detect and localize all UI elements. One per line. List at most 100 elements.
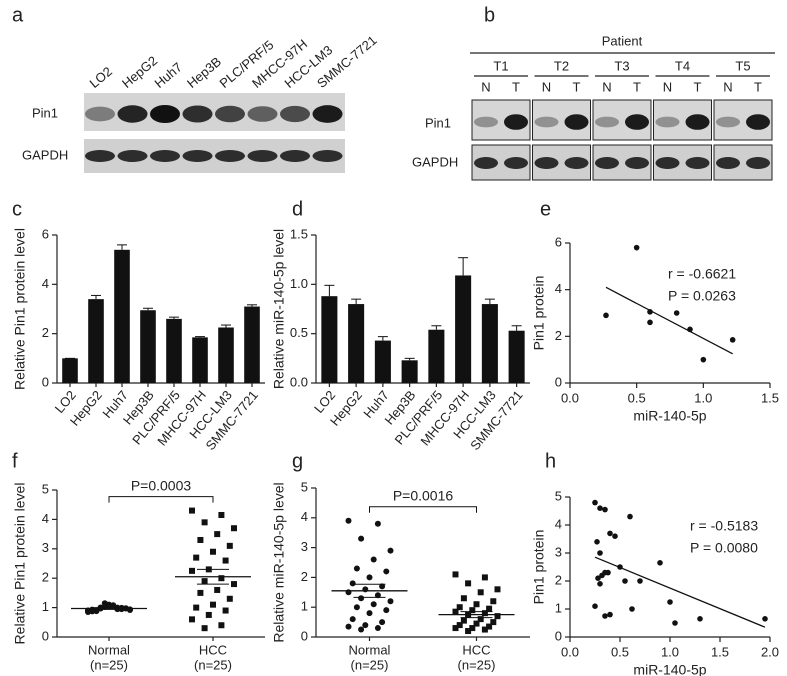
y-axis-label: Relative Pin1 protein level xyxy=(12,483,28,645)
blot-band xyxy=(215,150,245,162)
blot-band xyxy=(280,150,310,162)
lane-label: Hep3B xyxy=(184,54,224,91)
point xyxy=(218,575,225,582)
point xyxy=(456,604,463,611)
point xyxy=(101,600,108,607)
x-tick-label: 1.0 xyxy=(661,644,679,659)
point xyxy=(605,569,611,576)
annotation: r = -0.5183 xyxy=(690,518,758,534)
y-tick-label: 4 xyxy=(555,281,562,296)
blot-band xyxy=(625,157,649,169)
y-axis-label: Relative miR-140-5p level xyxy=(271,229,287,389)
point xyxy=(358,626,365,633)
point xyxy=(597,550,603,556)
point xyxy=(383,568,390,575)
point xyxy=(379,583,386,590)
point xyxy=(370,556,377,563)
blot-band xyxy=(685,114,710,130)
x-tick-label: 0.0 xyxy=(561,644,579,659)
x-tick-note: (n=25) xyxy=(90,657,128,672)
panel-letter: c xyxy=(12,198,22,220)
point xyxy=(673,310,680,316)
bar xyxy=(455,275,472,383)
panel-letter: d xyxy=(292,198,303,220)
point xyxy=(647,309,653,315)
point xyxy=(597,505,603,512)
blot-band xyxy=(280,105,310,123)
significance-bracket xyxy=(108,496,214,503)
annotation: P = 0.0263 xyxy=(668,288,736,304)
point xyxy=(633,244,640,251)
row-label: Pin1 xyxy=(425,115,451,130)
bar xyxy=(481,304,498,383)
blot-band xyxy=(474,157,498,169)
point xyxy=(607,530,613,537)
group-label: T4 xyxy=(675,58,690,73)
y-tick-label: 5 xyxy=(42,481,49,496)
row-label: GAPDH xyxy=(412,154,458,169)
y-tick-label: 0 xyxy=(42,374,49,389)
x-tick-label: Normal xyxy=(349,642,391,657)
point xyxy=(349,616,356,623)
point xyxy=(602,613,608,619)
annotation: r = -0.6621 xyxy=(668,266,736,282)
point xyxy=(205,611,212,618)
x-tick-note: (n=25) xyxy=(458,657,496,672)
point xyxy=(218,622,225,629)
point xyxy=(494,613,501,620)
point xyxy=(473,601,480,608)
y-tick-label: 0.5 xyxy=(290,325,308,340)
lane-label: T xyxy=(512,79,520,94)
bar xyxy=(218,327,234,383)
point xyxy=(452,625,459,632)
point xyxy=(460,617,467,624)
point xyxy=(197,536,204,543)
y-axis-label: Relative Pin1 protein level xyxy=(12,228,28,390)
blot-band xyxy=(746,157,770,169)
point xyxy=(729,337,736,343)
bar xyxy=(88,299,104,383)
blot-band xyxy=(716,157,740,169)
blot-band xyxy=(504,114,528,130)
point xyxy=(637,578,643,584)
y-tick-label: 1.0 xyxy=(290,276,308,291)
point xyxy=(193,554,200,561)
point xyxy=(469,625,476,632)
point xyxy=(595,575,601,581)
point xyxy=(473,620,480,627)
panel-letter: b xyxy=(484,4,495,26)
point xyxy=(667,599,673,605)
point xyxy=(456,622,463,629)
point xyxy=(465,628,472,635)
point xyxy=(210,601,216,608)
point xyxy=(647,319,653,326)
point xyxy=(490,598,497,605)
panel-letter: h xyxy=(545,450,556,472)
row-label: Pin1 xyxy=(32,105,58,120)
blot-header: Patient xyxy=(602,33,643,48)
point xyxy=(387,547,394,554)
point xyxy=(374,625,381,632)
point xyxy=(465,580,472,587)
panel-letter: e xyxy=(540,198,551,220)
panel-letter: f xyxy=(12,450,18,472)
y-tick-label: 0.0 xyxy=(290,374,308,389)
point xyxy=(201,519,208,526)
blot-band xyxy=(312,150,343,162)
bar xyxy=(244,306,260,383)
x-tick-label: Normal xyxy=(88,642,130,657)
bar xyxy=(166,318,182,383)
y-tick-label: 2 xyxy=(555,328,562,343)
point xyxy=(349,580,356,587)
y-tick-label: 3 xyxy=(555,544,562,559)
point xyxy=(189,507,195,514)
point xyxy=(214,531,221,538)
group-label: T2 xyxy=(554,58,569,73)
x-tick-label: HCC xyxy=(199,642,227,657)
point xyxy=(218,511,225,518)
point xyxy=(657,560,663,566)
blot-band xyxy=(746,114,770,130)
y-tick-label: 1.5 xyxy=(290,226,308,241)
blot-band xyxy=(150,105,180,123)
y-tick-label: 1 xyxy=(42,599,49,614)
